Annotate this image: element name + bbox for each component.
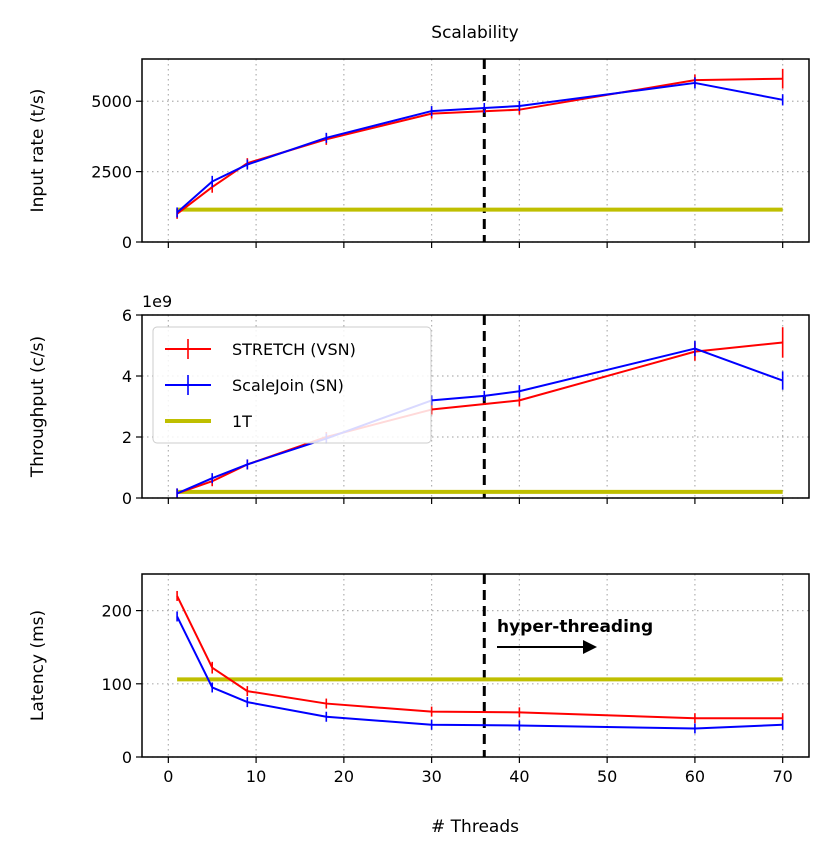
series-scalejoin [176,340,784,499]
legend-label-1t: 1T [232,412,252,431]
x-tick-label: 20 [334,767,354,786]
hyper-threading-annotation: hyper-threading [497,617,653,637]
y-tick-label: 100 [101,675,132,694]
plot-frame [141,314,810,499]
y-tick-label: 0 [122,748,132,767]
y-offset-text: 1e9 [142,292,172,311]
arrow-head [583,640,597,654]
legend-entry-1t: 1T [165,412,252,431]
x-tick-label: 0 [163,767,173,786]
y-tick-label: 6 [122,306,132,325]
y-tick-label: 5000 [91,92,132,111]
y-tick-label: 0 [122,233,132,252]
legend-entry-stretch: STRETCH (VSN) [165,339,356,359]
plot-frame [141,573,810,758]
y-tick-label: 4 [122,367,132,386]
x-tick-label: 70 [772,767,792,786]
y-axis-label: Throughput (c/s) [28,336,48,478]
x-tick-label: 60 [685,767,705,786]
y-axis-label: Latency (ms) [28,610,48,721]
y-tick-label: 2 [122,428,132,447]
y-tick-label: 2500 [91,163,132,182]
series-line-stretch [176,77,783,215]
legend-box [152,326,432,444]
x-axis-label: # Threads [431,817,519,837]
hyper-threading-arrow [497,640,597,654]
series-scalejoin [176,611,784,734]
series-scalejoin [176,77,784,218]
chart-latency: 0 10 20 30 40 50 60 70 0 100 200 Latency (ms) [28,573,810,786]
x-tick-label: 30 [421,767,441,786]
series-line-scalejoin [176,81,783,214]
legend: STRETCH (VSN) ScaleJoin (SN) 1T [152,326,432,444]
legend-entry-scalejoin: ScaleJoin (SN) [165,375,344,395]
series-line-scalejoin [176,616,783,730]
series-line-stretch [176,595,783,720]
y-tick-label: 200 [101,602,132,621]
legend-label-stretch: STRETCH (VSN) [232,340,356,359]
y-tick-label: 0 [122,489,132,508]
x-tick-label: 10 [246,767,266,786]
legend-label-scalejoin: ScaleJoin (SN) [232,376,344,395]
y-axis-label: Input rate (t/s) [28,89,48,213]
figure-title: Scalability [431,23,518,43]
x-tick-label: 40 [509,767,529,786]
chart-input-rate: 0 2500 5000 Input rate (t/s) [28,58,810,252]
series-stretch [176,68,784,219]
plot-frame [141,58,810,243]
x-tick-label: 50 [597,767,617,786]
